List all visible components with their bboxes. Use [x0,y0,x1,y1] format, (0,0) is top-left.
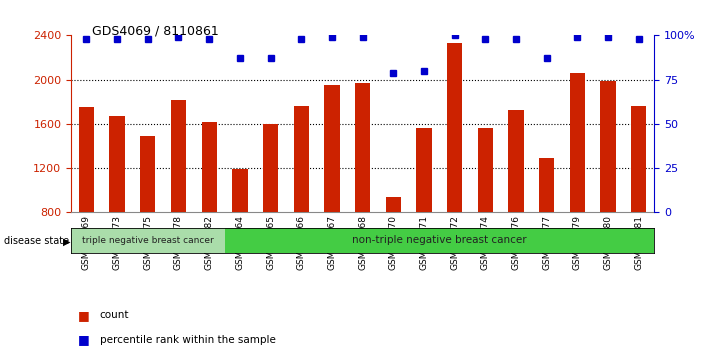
Bar [385,197,401,212]
Bar [225,228,654,253]
Bar [600,81,616,212]
Bar [508,109,524,212]
Bar [79,107,94,212]
Text: GDS4069 / 8110861: GDS4069 / 8110861 [92,25,219,38]
Bar [478,128,493,212]
Bar [140,136,156,212]
Bar [570,73,585,212]
Bar [201,122,217,212]
Bar [539,158,555,212]
Text: ▶: ▶ [63,236,70,246]
Bar [263,124,278,212]
Bar [324,85,340,212]
Bar [294,106,309,212]
Text: disease state: disease state [4,236,69,246]
Text: percentile rank within the sample: percentile rank within the sample [100,335,275,345]
Text: ■: ■ [78,333,90,346]
Bar [447,43,462,212]
Bar [171,99,186,212]
Text: triple negative breast cancer: triple negative breast cancer [82,236,214,245]
Bar [71,228,225,253]
Bar [417,128,432,212]
Text: ■: ■ [78,309,90,321]
Bar [355,83,370,212]
Bar [631,106,646,212]
Text: non-triple negative breast cancer: non-triple negative breast cancer [352,235,527,245]
Bar [232,169,247,212]
Text: count: count [100,310,129,320]
Bar [109,116,125,212]
